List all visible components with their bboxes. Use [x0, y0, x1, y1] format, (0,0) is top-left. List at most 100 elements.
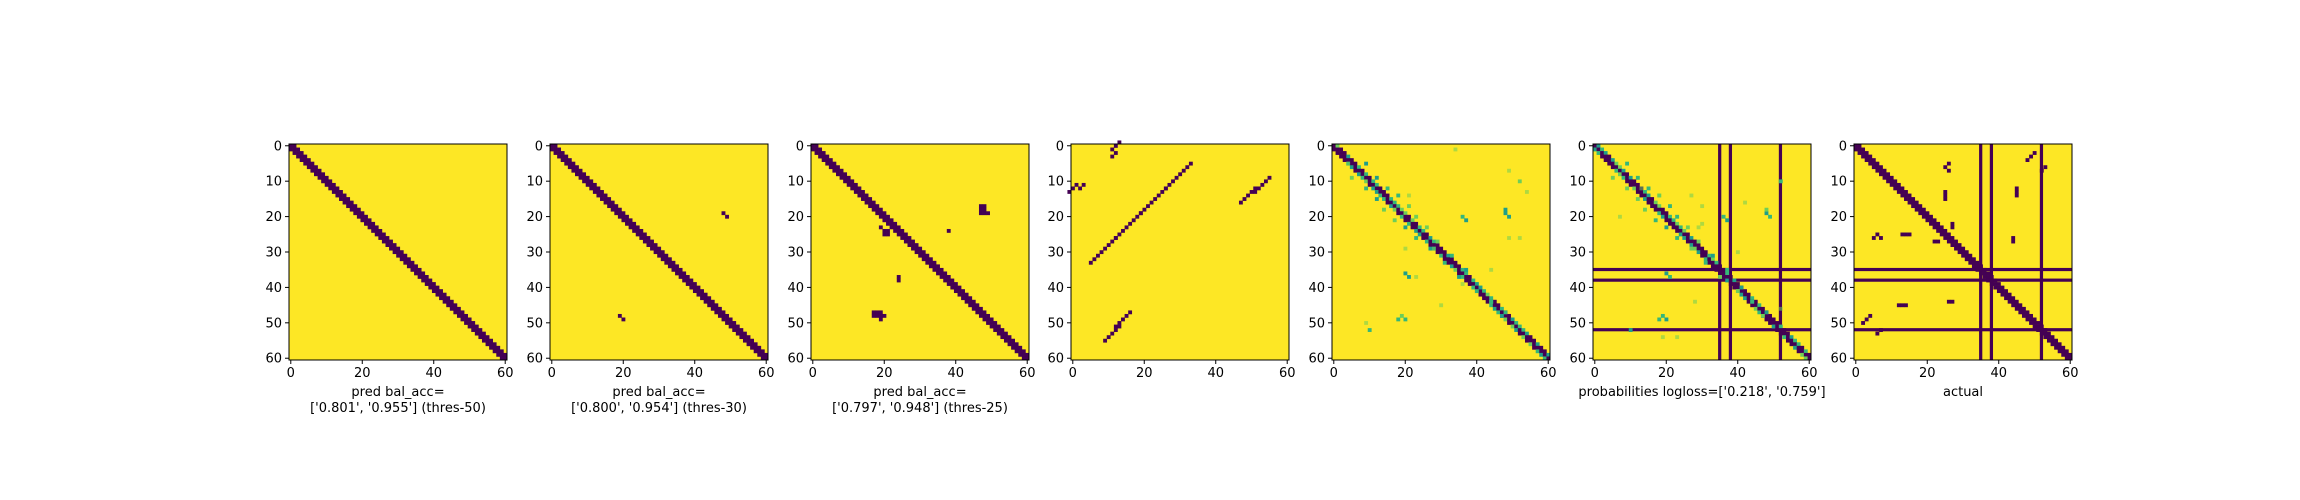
heatmap-cell — [685, 275, 690, 279]
y-tick-label: 60 — [1830, 352, 1847, 367]
heatmap-cell — [725, 321, 729, 325]
heatmap-cell — [1721, 214, 1726, 219]
heatmap-cell — [1635, 175, 1640, 180]
heatmap-cell — [832, 165, 837, 170]
heatmap-cell — [1650, 197, 1655, 201]
heatmap-cell — [1424, 225, 1429, 230]
heatmap-cell — [978, 211, 983, 216]
heatmap-cell — [1439, 246, 1444, 251]
heatmap-cell — [678, 267, 683, 272]
heatmap-cell — [1864, 154, 1869, 159]
heatmap-cell — [1364, 175, 1369, 180]
heatmap-cell — [1510, 317, 1515, 322]
heatmap-cell — [378, 232, 383, 237]
heatmap-cell — [721, 211, 726, 216]
heatmap-cell — [1746, 296, 1751, 301]
heatmap-cell — [875, 310, 880, 315]
heatmap-cell — [1539, 345, 1544, 350]
heatmap-cell — [1603, 158, 1608, 162]
heatmap-cell — [1474, 285, 1479, 290]
heatmap-cell — [371, 228, 376, 233]
heatmap-cell — [946, 278, 951, 283]
heatmap-cell — [1750, 296, 1755, 301]
heatmap-cell — [2004, 289, 2008, 294]
y-tick-label: 50 — [1308, 316, 1325, 331]
heatmap-cell — [2064, 349, 2069, 354]
heatmap-cell — [560, 158, 565, 162]
heatmap-cell — [1950, 221, 1955, 226]
heatmap-cell — [1743, 292, 1747, 297]
heatmap-cell — [1514, 324, 1519, 329]
heatmap-cell — [353, 204, 358, 209]
panel-5: 0 20 40 60 0 10 20 30 40 50 60 — [1308, 139, 1556, 381]
heatmap-cell — [1882, 168, 1887, 173]
heatmap-cell — [1382, 197, 1386, 201]
heatmap-cell — [1689, 246, 1694, 251]
heatmap-cell — [1371, 186, 1376, 191]
heatmap-cell — [1639, 193, 1644, 198]
heatmap-cell — [921, 250, 926, 255]
heatmap-cell — [1675, 214, 1680, 219]
heatmap-cell — [1342, 151, 1347, 155]
heatmap-cell — [1482, 296, 1486, 301]
heatmap-cell — [1417, 225, 1422, 230]
heatmap-cell — [1371, 179, 1376, 184]
heatmap-cell — [489, 342, 493, 347]
x-tick-label: 60 — [1540, 366, 1557, 381]
x-axis-label: ['0.801', '0.955'] (thres-50) — [310, 401, 486, 416]
heatmap-cell — [1596, 144, 1601, 148]
heatmap-cell — [1435, 243, 1440, 247]
heatmap-cell — [1256, 186, 1261, 191]
heatmap-cell — [1954, 246, 1958, 251]
heatmap-cell — [314, 172, 318, 177]
heatmap-cell — [1346, 161, 1351, 166]
heatmap-cell — [1103, 338, 1108, 343]
heatmap-background — [1071, 144, 1289, 360]
heatmap-cell — [850, 186, 855, 191]
heatmap-cell — [1546, 356, 1551, 361]
heatmap-cell — [1950, 299, 1955, 304]
heatmap-cell — [2000, 285, 2005, 290]
heatmap-cell — [1868, 154, 1873, 159]
heatmap-cell — [2025, 317, 2030, 322]
heatmap-cell — [1428, 243, 1433, 247]
heatmap-cell — [578, 168, 583, 173]
heatmap-cell — [1989, 275, 1994, 279]
heatmap-cell — [911, 246, 915, 251]
heatmap-cell — [1929, 221, 1933, 226]
heatmap-cell — [1524, 338, 1529, 343]
heatmap-cell — [324, 182, 329, 187]
y-tick-label: 0 — [1578, 139, 1586, 154]
heatmap-cell — [993, 324, 998, 329]
heatmap-cell — [485, 338, 490, 343]
heatmap-cell — [317, 175, 322, 180]
heatmap-cell — [1875, 161, 1880, 166]
heatmap-cell — [460, 313, 465, 318]
heatmap-cell — [1775, 321, 1780, 325]
heatmap-cell — [575, 165, 579, 170]
heatmap-cell — [1657, 204, 1662, 209]
x-tick-label: 40 — [1729, 366, 1746, 381]
heatmap-cell — [424, 282, 429, 286]
heatmap-cell — [839, 172, 844, 177]
heatmap-cell — [696, 289, 701, 294]
heatmap-cell — [1971, 257, 1976, 262]
heatmap-cell — [396, 246, 401, 251]
y-tick-label: 60 — [1569, 352, 1586, 367]
heatmap-cell — [1610, 175, 1615, 180]
heatmap-cell — [632, 221, 637, 226]
heatmap-cell — [1113, 236, 1118, 240]
heatmap-cell — [1464, 218, 1469, 223]
heatmap-cell — [714, 306, 719, 311]
heatmap-cell — [2039, 168, 2044, 173]
heatmap-cell — [1943, 236, 1948, 240]
heatmap-cell — [1507, 313, 1511, 318]
heatmap-cell — [424, 275, 429, 279]
heatmap-cell — [1535, 342, 1540, 347]
heatmap-cell — [861, 197, 865, 201]
heatmap-cell — [1753, 306, 1758, 311]
heatmap-cell — [578, 175, 583, 180]
heatmap-cell — [928, 260, 933, 265]
heatmap-cell — [1424, 236, 1429, 240]
